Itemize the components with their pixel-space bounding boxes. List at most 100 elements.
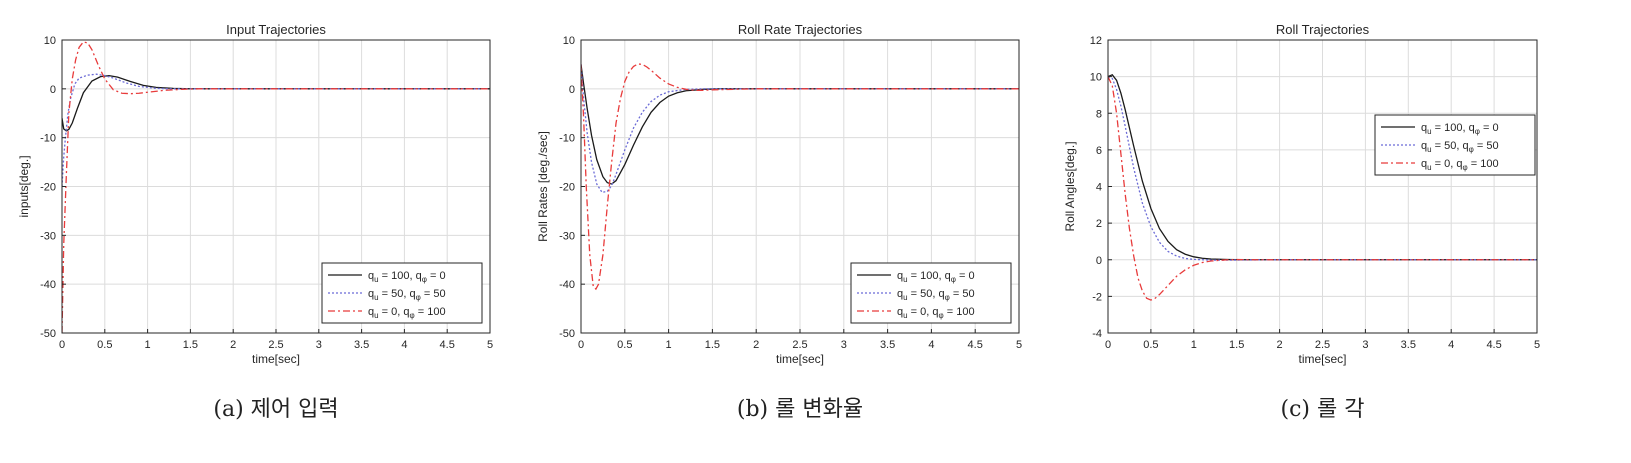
y-tick-label: -4 bbox=[1092, 328, 1102, 340]
legend-qphi-value: 0 bbox=[968, 270, 974, 282]
legend-eq: = bbox=[1474, 140, 1487, 152]
legend-qu-value: 50 bbox=[391, 288, 403, 300]
x-tick-label: 2 bbox=[753, 339, 759, 351]
y-tick-label: -40 bbox=[40, 279, 56, 291]
legend-qu-value: 0 bbox=[1444, 158, 1450, 170]
legend-sub-phi: φ bbox=[951, 275, 956, 284]
y-tick-label: -50 bbox=[40, 328, 56, 340]
legend-qu-value: 100 bbox=[1444, 122, 1462, 134]
chart-roll-trajectories: 0 0.5 1 1.5 2 2.5 3 3.5 4 4.5 5 -4 -2 0 2 4 6 8 10 12 Roll T… bbox=[1063, 22, 1540, 422]
series-line-2 bbox=[62, 73, 490, 187]
legend-sub-u: u bbox=[374, 275, 378, 284]
legend-sep: , q bbox=[397, 306, 409, 318]
x-axis-label: time[sec] bbox=[252, 352, 300, 366]
x-tick-label: 0 bbox=[578, 339, 584, 351]
series-line-3 bbox=[1108, 76, 1537, 301]
y-tick-label: -10 bbox=[40, 133, 56, 145]
x-tick-label: 1.5 bbox=[183, 339, 198, 351]
legend-entry-1: qu = 100, qφ = 0 bbox=[1421, 122, 1499, 136]
x-tick-label: 4 bbox=[1448, 339, 1454, 351]
y-tick-label: -2 bbox=[1092, 291, 1102, 303]
figure-caption: (a) 제어 입력 bbox=[213, 397, 338, 422]
legend-q: q bbox=[368, 270, 374, 282]
legend-q: q bbox=[1421, 122, 1427, 134]
legend-entry-2: qu = 50, qφ = 50 bbox=[368, 288, 446, 302]
legend-eq: = bbox=[379, 306, 392, 318]
x-tick-label: 0.5 bbox=[1143, 339, 1158, 351]
legend-q: q bbox=[368, 288, 374, 300]
y-tick-label: 0 bbox=[569, 84, 575, 96]
x-tick-label: 1 bbox=[666, 339, 672, 351]
legend-eq: = bbox=[1480, 122, 1493, 134]
legend-eq: = bbox=[1432, 140, 1445, 152]
y-tick-label: -50 bbox=[559, 328, 575, 340]
legend-sep: , q bbox=[409, 270, 421, 282]
x-tick-label: 4.5 bbox=[968, 339, 983, 351]
x-tick-label: 5 bbox=[1016, 339, 1022, 351]
x-tick-label: 0 bbox=[59, 339, 65, 351]
x-tick-label: 3.5 bbox=[880, 339, 895, 351]
y-tick-label: 12 bbox=[1090, 35, 1102, 47]
legend-sep: , q bbox=[932, 288, 944, 300]
legend-sep: , q bbox=[926, 306, 938, 318]
legend-entry-2: qu = 50, qφ = 50 bbox=[897, 288, 975, 302]
x-tick-label: 1 bbox=[1191, 339, 1197, 351]
legend-sub-phi: φ bbox=[1475, 127, 1480, 136]
legend-sub-u: u bbox=[374, 311, 378, 320]
series-line-3 bbox=[581, 63, 1019, 291]
legend-eq: = bbox=[1432, 158, 1445, 170]
legend-eq: = bbox=[379, 270, 392, 282]
x-tick-label: 2.5 bbox=[1315, 339, 1330, 351]
legend-sub-phi: φ bbox=[945, 293, 950, 302]
figure-caption: (c) 롤 각 bbox=[1281, 397, 1365, 422]
legend-eq: = bbox=[379, 288, 392, 300]
legend-sub-u: u bbox=[1427, 127, 1431, 136]
y-tick-label: 10 bbox=[44, 35, 56, 47]
x-tick-label: 3 bbox=[841, 339, 847, 351]
legend-sub-phi: φ bbox=[1469, 145, 1474, 154]
legend-eq: = bbox=[1468, 158, 1481, 170]
legend-sep: , q bbox=[1456, 140, 1468, 152]
x-tick-label: 2 bbox=[1277, 339, 1283, 351]
y-tick-label: -40 bbox=[559, 279, 575, 291]
legend-sub-u: u bbox=[903, 293, 907, 302]
legend-eq: = bbox=[1432, 122, 1445, 134]
x-tick-label: 5 bbox=[487, 339, 493, 351]
chart-roll-rate-trajectories: 0 0.5 1 1.5 2 2.5 3 3.5 4 4.5 5 -50 -40 -30 -20 -10 0 10 R… bbox=[536, 22, 1022, 422]
legend-eq: = bbox=[421, 288, 434, 300]
y-tick-label: -30 bbox=[559, 230, 575, 242]
y-tick-label: 2 bbox=[1096, 218, 1102, 230]
y-tick-label: 10 bbox=[1090, 72, 1102, 84]
y-tick-label: 0 bbox=[1096, 255, 1102, 267]
x-tick-label: 0.5 bbox=[97, 339, 112, 351]
x-tick-label: 3.5 bbox=[1401, 339, 1416, 351]
x-tick-label: 4.5 bbox=[1486, 339, 1501, 351]
legend-sub-phi: φ bbox=[1462, 163, 1467, 172]
legend-eq: = bbox=[908, 288, 921, 300]
x-tick-label: 0.5 bbox=[617, 339, 632, 351]
x-tick-label: 3.5 bbox=[354, 339, 369, 351]
x-tick-label: 2.5 bbox=[792, 339, 807, 351]
legend-qphi-value: 50 bbox=[962, 288, 974, 300]
chart-title: Roll Rate Trajectories bbox=[738, 22, 863, 37]
legend-qphi-value: 50 bbox=[433, 288, 445, 300]
y-tick-label: -10 bbox=[559, 133, 575, 145]
x-tick-label: 1.5 bbox=[705, 339, 720, 351]
y-axis-label: Roll Angles[deg.] bbox=[1063, 141, 1077, 231]
legend-q: q bbox=[897, 288, 903, 300]
legend-sep: , q bbox=[403, 288, 415, 300]
x-tick-label: 5 bbox=[1534, 339, 1540, 351]
y-tick-label: 6 bbox=[1096, 145, 1102, 157]
legend-entry-3: qu = 0, qφ = 100 bbox=[368, 306, 446, 320]
legend-entry-1: qu = 100, qφ = 0 bbox=[368, 270, 446, 284]
x-tick-label: 3 bbox=[1362, 339, 1368, 351]
legend-sep: , q bbox=[938, 270, 950, 282]
legend-sub-phi: φ bbox=[938, 311, 943, 320]
x-tick-label: 4 bbox=[928, 339, 934, 351]
y-tick-label: 8 bbox=[1096, 108, 1102, 120]
legend-sub-phi: φ bbox=[409, 311, 414, 320]
y-axis-label: Roll Rates [deg./sec] bbox=[536, 131, 550, 242]
